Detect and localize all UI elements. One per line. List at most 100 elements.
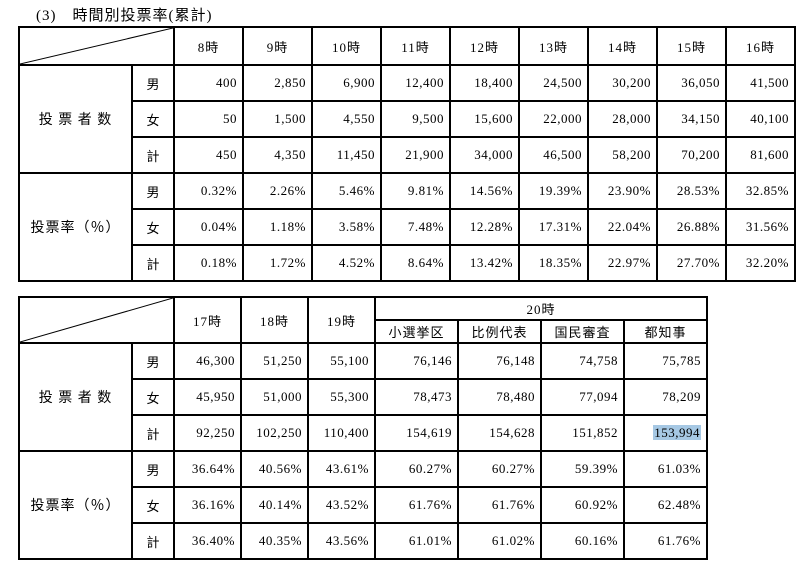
cell: 17.31% bbox=[518, 208, 589, 246]
cell: 24,500 bbox=[518, 64, 589, 102]
cell: 55,100 bbox=[307, 342, 376, 380]
cell: 4.52% bbox=[311, 244, 382, 282]
cell: 36.64% bbox=[173, 450, 242, 488]
col-header-17h: 17時 bbox=[173, 296, 242, 344]
col-header-16h: 16時 bbox=[725, 26, 796, 66]
cell: 58,200 bbox=[587, 136, 658, 174]
row-label-male: 男 bbox=[131, 172, 175, 210]
cell: 19.39% bbox=[518, 172, 589, 210]
col-header-13h: 13時 bbox=[518, 26, 589, 66]
cell: 31.56% bbox=[725, 208, 796, 246]
cell: 450 bbox=[173, 136, 244, 174]
cell: 40.35% bbox=[240, 522, 309, 560]
cell: 78,480 bbox=[457, 378, 542, 416]
cell: 0.18% bbox=[173, 244, 244, 282]
cell: 0.32% bbox=[173, 172, 244, 210]
col-header-18h: 18時 bbox=[240, 296, 309, 344]
cell: 2.26% bbox=[242, 172, 313, 210]
cell: 46,300 bbox=[173, 342, 242, 380]
row-label-female: 女 bbox=[131, 378, 175, 416]
cell: 1,500 bbox=[242, 100, 313, 138]
cell: 22.97% bbox=[587, 244, 658, 282]
cell: 12,400 bbox=[380, 64, 451, 102]
table-hourly-turnout-8-16: 8時 9時 10時 11時 12時 13時 14時 15時 16時 投 票 者 … bbox=[18, 26, 796, 282]
cell: 46,500 bbox=[518, 136, 589, 174]
col-header-14h: 14時 bbox=[587, 26, 658, 66]
cell: 27.70% bbox=[656, 244, 727, 282]
cell: 36.16% bbox=[173, 486, 242, 524]
cell: 74,758 bbox=[540, 342, 625, 380]
cell: 14.56% bbox=[449, 172, 520, 210]
cell: 23.90% bbox=[587, 172, 658, 210]
cell: 61.76% bbox=[457, 486, 542, 524]
cell: 4,350 bbox=[242, 136, 313, 174]
cell: 78,473 bbox=[374, 378, 459, 416]
cell: 9,500 bbox=[380, 100, 451, 138]
cell: 3.58% bbox=[311, 208, 382, 246]
cell: 18.35% bbox=[518, 244, 589, 282]
cell: 36,050 bbox=[656, 64, 727, 102]
cell: 62.48% bbox=[623, 486, 708, 524]
subcol-header-national-review: 国民審査 bbox=[540, 319, 625, 344]
cell: 61.03% bbox=[623, 450, 708, 488]
cell: 61.02% bbox=[457, 522, 542, 560]
cell: 32.85% bbox=[725, 172, 796, 210]
cell: 51,250 bbox=[240, 342, 309, 380]
row-label-female: 女 bbox=[131, 486, 175, 524]
cell: 70,200 bbox=[656, 136, 727, 174]
cell: 26.88% bbox=[656, 208, 727, 246]
cell: 45,950 bbox=[173, 378, 242, 416]
cell: 18,400 bbox=[449, 64, 520, 102]
selected-value-highlight[interactable]: 153,994 bbox=[653, 425, 701, 440]
cell: 22,000 bbox=[518, 100, 589, 138]
cell: 110,400 bbox=[307, 414, 376, 452]
row-label-female: 女 bbox=[131, 100, 175, 138]
cell: 51,000 bbox=[240, 378, 309, 416]
row-group-voters: 投 票 者 数 bbox=[18, 64, 133, 174]
cell: 76,146 bbox=[374, 342, 459, 380]
col-header-12h: 12時 bbox=[449, 26, 520, 66]
cell: 59.39% bbox=[540, 450, 625, 488]
cell: 32.20% bbox=[725, 244, 796, 282]
row-label-male: 男 bbox=[131, 64, 175, 102]
row-group-voters: 投 票 者 数 bbox=[18, 342, 133, 452]
cell: 76,148 bbox=[457, 342, 542, 380]
row-label-total: 計 bbox=[131, 522, 175, 560]
col-header-15h: 15時 bbox=[656, 26, 727, 66]
col-header-8h: 8時 bbox=[173, 26, 244, 66]
cell: 11,450 bbox=[311, 136, 382, 174]
cell: 1.72% bbox=[242, 244, 313, 282]
cell: 60.92% bbox=[540, 486, 625, 524]
row-label-total: 計 bbox=[131, 244, 175, 282]
subcol-header-governor: 都知事 bbox=[623, 319, 708, 344]
cell: 1.18% bbox=[242, 208, 313, 246]
cell: 78,209 bbox=[623, 378, 708, 416]
diagonal-header-cell bbox=[18, 296, 175, 344]
cell: 30,200 bbox=[587, 64, 658, 102]
col-header-11h: 11時 bbox=[380, 26, 451, 66]
cell: 13.42% bbox=[449, 244, 520, 282]
cell: 61.01% bbox=[374, 522, 459, 560]
row-group-turnout-rate: 投票率（％） bbox=[18, 172, 133, 282]
diagonal-header-cell bbox=[18, 26, 175, 66]
cell: 40.56% bbox=[240, 450, 309, 488]
selected-cell: 153,994 bbox=[623, 414, 708, 452]
cell: 0.04% bbox=[173, 208, 244, 246]
cell: 50 bbox=[173, 100, 244, 138]
row-group-turnout-rate: 投票率（％） bbox=[18, 450, 133, 560]
row-label-male: 男 bbox=[131, 342, 175, 380]
cell: 151,852 bbox=[540, 414, 625, 452]
cell: 60.27% bbox=[374, 450, 459, 488]
col-header-19h: 19時 bbox=[307, 296, 376, 344]
cell: 41,500 bbox=[725, 64, 796, 102]
cell: 22.04% bbox=[587, 208, 658, 246]
page-title: (3) 時間別投票率(累計) bbox=[36, 8, 213, 24]
col-header-10h: 10時 bbox=[311, 26, 382, 66]
cell: 40.14% bbox=[240, 486, 309, 524]
cell: 43.61% bbox=[307, 450, 376, 488]
cell: 15,600 bbox=[449, 100, 520, 138]
col-header-20h: 20時 bbox=[374, 296, 708, 321]
cell: 43.56% bbox=[307, 522, 376, 560]
cell: 43.52% bbox=[307, 486, 376, 524]
table-hourly-turnout-17-20: 17時 18時 19時 20時 小選挙区 比例代表 国民審査 都知事 投 票 者… bbox=[18, 296, 708, 560]
